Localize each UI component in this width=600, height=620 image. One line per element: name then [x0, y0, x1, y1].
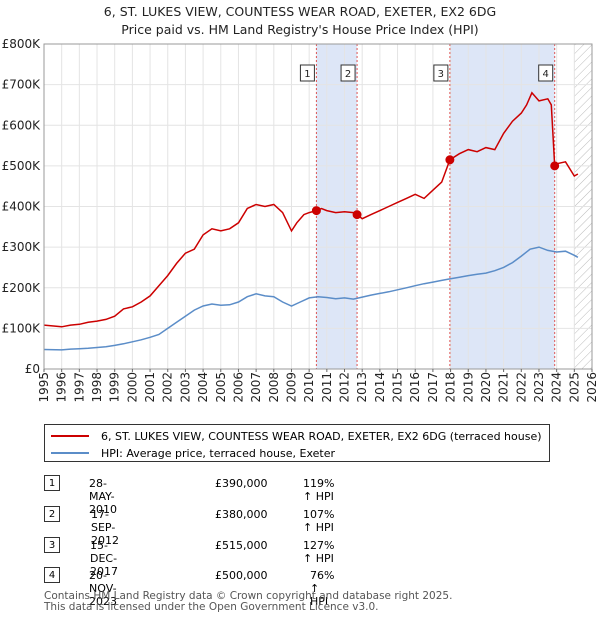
y-tick-label: £700K	[2, 78, 42, 92]
x-tick-label: 2002	[161, 372, 175, 403]
legend-label-property: 6, ST. LUKES VIEW, COUNTESS WEAR ROAD, E…	[101, 429, 542, 443]
x-tick-label: 2011	[320, 372, 334, 403]
x-tick-label: 1997	[72, 372, 86, 403]
sale-marker-box	[433, 64, 449, 82]
x-tick-label: 2025	[567, 372, 581, 403]
sale-date: 15-DEC-2017	[90, 539, 118, 578]
x-tick-label: 2010	[302, 372, 316, 403]
x-tick-label: 2006	[231, 372, 245, 403]
x-tick-label: 2020	[479, 372, 493, 403]
x-tick-label: 2023	[532, 372, 546, 403]
sale-number-badge: 4	[44, 567, 60, 583]
sale-point	[445, 155, 455, 165]
y-tick-label: £500K	[2, 159, 42, 173]
legend-item-property: 6, ST. LUKES VIEW, COUNTESS WEAR ROAD, E…	[51, 428, 542, 444]
x-tick-label: 2005	[214, 372, 228, 403]
x-tick-label: 2000	[125, 372, 139, 403]
sale-number-badge: 1	[44, 475, 60, 491]
y-tick-label: £0	[25, 362, 40, 376]
sale-marker-label: 3	[433, 64, 449, 82]
y-tick-label: £400K	[2, 200, 42, 214]
legend-swatch-property	[51, 435, 89, 437]
sale-price: £380,000	[215, 508, 268, 521]
x-tick-label: 1998	[90, 372, 104, 403]
y-tick-label: £300K	[2, 240, 42, 254]
x-tick-label: 2024	[550, 372, 564, 403]
sale-point	[311, 206, 321, 216]
x-tick-label: 2008	[267, 372, 281, 403]
series-line-property	[44, 91, 579, 328]
x-tick-label: 1995	[37, 372, 51, 403]
x-tick-label: 2014	[373, 372, 387, 403]
x-tick-label: 1999	[108, 372, 122, 403]
sale-price: £390,000	[215, 477, 268, 490]
sale-marker-number: 3	[438, 69, 444, 80]
sale-hpi-change: 76% ↑ HPI	[310, 569, 335, 608]
sale-marker-label: 2	[340, 64, 356, 82]
x-tick-label: 2018	[444, 372, 458, 403]
sale-price: £515,000	[215, 539, 268, 552]
sale-price: £500,000	[215, 569, 268, 582]
legend-swatch-hpi	[51, 452, 89, 454]
footer-copyright: Contains HM Land Registry data © Crown c…	[44, 590, 453, 602]
sale-marker-box	[340, 64, 356, 82]
footer-licence: This data is licensed under the Open Gov…	[44, 601, 379, 613]
x-tick-label: 2019	[461, 372, 475, 403]
series-line-hpi	[44, 246, 579, 351]
sale-hpi-change: 107% ↑ HPI	[303, 508, 335, 534]
x-tick-label: 2007	[249, 372, 263, 403]
sale-number-badge: 2	[44, 506, 60, 522]
y-tick-label: £800K	[2, 37, 42, 51]
sale-marker-label: 1	[299, 64, 315, 82]
y-tick-label: £200K	[2, 281, 42, 295]
x-tick-label: 2009	[284, 372, 298, 403]
x-tick-label: 2017	[426, 372, 440, 403]
x-tick-label: 2026	[585, 372, 599, 403]
x-tick-label: 2021	[497, 372, 511, 403]
y-tick-label: £100K	[2, 321, 42, 335]
sale-hpi-change: 127% ↑ HPI	[303, 539, 335, 565]
sale-marker-box	[299, 64, 315, 82]
sale-date: 17-SEP-2012	[91, 508, 119, 547]
y-tick-label: £600K	[2, 118, 42, 132]
x-tick-label: 1996	[55, 372, 69, 403]
x-tick-label: 2016	[408, 372, 422, 403]
x-tick-label: 2012	[338, 372, 352, 403]
price-chart: 1 2 3 4 £0 £100K £200K £300K £400K £500K £600K £700…	[2, 37, 599, 403]
sale-point	[352, 210, 362, 220]
sale-number-badge: 3	[44, 537, 60, 553]
legend: 6, ST. LUKES VIEW, COUNTESS WEAR ROAD, E…	[44, 424, 550, 462]
x-tick-label: 2015	[391, 372, 405, 403]
sale-hpi-change: 119% ↑ HPI	[303, 477, 335, 503]
sale-date: 20-NOV-2023	[89, 569, 117, 608]
chart-title-line2: Price paid vs. HM Land Registry's House …	[121, 22, 479, 37]
sale-marker-box	[538, 64, 554, 82]
x-tick-label: 2004	[196, 372, 210, 403]
sale-date: 28-MAY-2010	[89, 477, 117, 516]
legend-item-hpi: HPI: Average price, terraced house, Exet…	[51, 445, 335, 461]
x-tick-label: 2022	[514, 372, 528, 403]
sale-point	[550, 161, 560, 171]
sale-marker-number: 1	[304, 69, 310, 80]
legend-label-hpi: HPI: Average price, terraced house, Exet…	[101, 446, 336, 460]
sale-marker-label: 4	[538, 64, 554, 82]
x-tick-label: 2001	[143, 372, 157, 403]
chart-title-line1: 6, ST. LUKES VIEW, COUNTESS WEAR ROAD, E…	[103, 4, 497, 19]
sale-marker-number: 2	[345, 69, 351, 80]
x-tick-label: 2013	[355, 372, 369, 403]
x-tick-label: 2003	[178, 372, 192, 403]
plot-border	[43, 43, 593, 370]
sale-marker-number: 4	[543, 69, 549, 80]
